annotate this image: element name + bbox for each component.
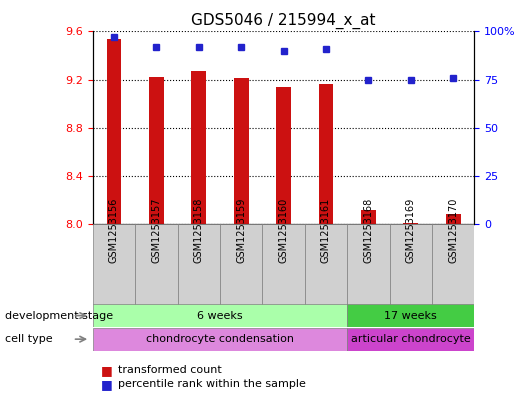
Text: ■: ■ <box>101 378 112 391</box>
Text: chondrocyte condensation: chondrocyte condensation <box>146 334 294 344</box>
Text: GSM1253161: GSM1253161 <box>321 197 331 263</box>
FancyBboxPatch shape <box>305 224 347 305</box>
FancyBboxPatch shape <box>347 328 474 351</box>
Bar <box>361 209 376 224</box>
Text: transformed count: transformed count <box>118 365 222 375</box>
Text: ■: ■ <box>101 364 112 377</box>
Bar <box>234 78 249 224</box>
FancyBboxPatch shape <box>220 224 262 305</box>
Bar <box>149 77 164 224</box>
Text: GSM1253158: GSM1253158 <box>194 197 204 263</box>
Bar <box>403 223 418 224</box>
Text: GSM1253156: GSM1253156 <box>109 197 119 263</box>
Bar <box>107 39 121 224</box>
FancyBboxPatch shape <box>135 224 178 305</box>
FancyBboxPatch shape <box>178 224 220 305</box>
FancyBboxPatch shape <box>93 304 347 327</box>
Bar <box>276 87 291 224</box>
Text: 6 weeks: 6 weeks <box>197 310 243 321</box>
Bar <box>446 214 461 224</box>
Bar <box>319 84 333 224</box>
Text: GSM1253169: GSM1253169 <box>406 197 416 263</box>
Title: GDS5046 / 215994_x_at: GDS5046 / 215994_x_at <box>191 13 376 29</box>
FancyBboxPatch shape <box>390 224 432 305</box>
Bar <box>191 71 206 224</box>
Text: GSM1253159: GSM1253159 <box>236 197 246 263</box>
FancyBboxPatch shape <box>347 224 390 305</box>
FancyBboxPatch shape <box>347 304 474 327</box>
Text: articular chondrocyte: articular chondrocyte <box>351 334 471 344</box>
FancyBboxPatch shape <box>432 224 474 305</box>
Text: percentile rank within the sample: percentile rank within the sample <box>118 379 305 389</box>
FancyBboxPatch shape <box>262 224 305 305</box>
Text: development stage: development stage <box>5 310 113 321</box>
Text: GSM1253160: GSM1253160 <box>279 197 288 263</box>
Text: GSM1253168: GSM1253168 <box>364 197 373 263</box>
FancyBboxPatch shape <box>93 224 135 305</box>
Text: GSM1253157: GSM1253157 <box>152 197 161 263</box>
Text: cell type: cell type <box>5 334 53 344</box>
FancyBboxPatch shape <box>93 328 347 351</box>
Text: 17 weeks: 17 weeks <box>384 310 437 321</box>
Text: GSM1253170: GSM1253170 <box>448 197 458 263</box>
